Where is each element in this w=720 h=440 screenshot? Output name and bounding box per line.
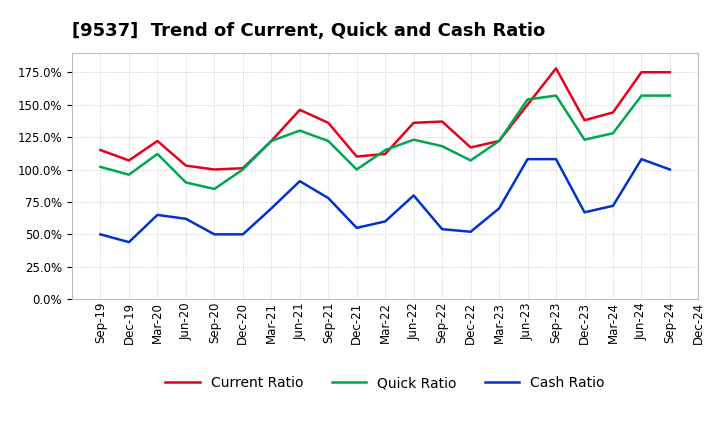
Quick Ratio xyxy=(523,97,532,102)
Cash Ratio xyxy=(438,227,446,232)
Current Ratio xyxy=(495,138,503,143)
Current Ratio xyxy=(665,70,674,75)
Quick Ratio xyxy=(125,172,133,177)
Line: Quick Ratio: Quick Ratio xyxy=(101,95,670,189)
Text: [9537]  Trend of Current, Quick and Cash Ratio: [9537] Trend of Current, Quick and Cash … xyxy=(72,22,545,40)
Quick Ratio xyxy=(153,151,162,157)
Cash Ratio xyxy=(153,212,162,217)
Quick Ratio xyxy=(608,131,617,136)
Current Ratio xyxy=(210,167,219,172)
Quick Ratio xyxy=(467,158,475,163)
Current Ratio xyxy=(637,70,646,75)
Quick Ratio xyxy=(181,180,190,185)
Quick Ratio xyxy=(295,128,304,133)
Cash Ratio xyxy=(665,167,674,172)
Cash Ratio xyxy=(96,232,105,237)
Current Ratio xyxy=(552,66,560,71)
Cash Ratio xyxy=(580,210,589,215)
Quick Ratio xyxy=(267,138,276,143)
Current Ratio xyxy=(352,154,361,159)
Quick Ratio xyxy=(637,93,646,98)
Quick Ratio xyxy=(238,167,247,172)
Cash Ratio xyxy=(352,225,361,231)
Quick Ratio xyxy=(552,93,560,98)
Cash Ratio xyxy=(410,193,418,198)
Quick Ratio xyxy=(580,137,589,142)
Cash Ratio xyxy=(608,203,617,209)
Current Ratio xyxy=(381,151,390,157)
Cash Ratio xyxy=(238,232,247,237)
Quick Ratio xyxy=(352,167,361,172)
Quick Ratio xyxy=(665,93,674,98)
Quick Ratio xyxy=(495,138,503,143)
Current Ratio xyxy=(580,117,589,123)
Current Ratio xyxy=(153,138,162,143)
Cash Ratio xyxy=(181,216,190,221)
Current Ratio xyxy=(295,107,304,113)
Quick Ratio xyxy=(210,186,219,191)
Quick Ratio xyxy=(96,164,105,169)
Quick Ratio xyxy=(410,137,418,142)
Current Ratio xyxy=(125,158,133,163)
Cash Ratio xyxy=(495,206,503,211)
Current Ratio xyxy=(467,145,475,150)
Current Ratio xyxy=(608,110,617,115)
Cash Ratio xyxy=(381,219,390,224)
Cash Ratio xyxy=(125,239,133,245)
Current Ratio xyxy=(96,147,105,153)
Current Ratio xyxy=(238,165,247,171)
Cash Ratio xyxy=(267,206,276,211)
Quick Ratio xyxy=(381,147,390,153)
Cash Ratio xyxy=(637,157,646,162)
Cash Ratio xyxy=(210,232,219,237)
Current Ratio xyxy=(181,163,190,168)
Current Ratio xyxy=(438,119,446,124)
Cash Ratio xyxy=(467,229,475,235)
Quick Ratio xyxy=(438,143,446,149)
Cash Ratio xyxy=(523,157,532,162)
Legend: Current Ratio, Quick Ratio, Cash Ratio: Current Ratio, Quick Ratio, Cash Ratio xyxy=(160,370,611,396)
Current Ratio xyxy=(267,138,276,143)
Cash Ratio xyxy=(552,157,560,162)
Quick Ratio xyxy=(324,138,333,143)
Current Ratio xyxy=(324,120,333,125)
Current Ratio xyxy=(523,102,532,107)
Cash Ratio xyxy=(324,195,333,201)
Cash Ratio xyxy=(295,179,304,184)
Line: Cash Ratio: Cash Ratio xyxy=(101,159,670,242)
Current Ratio xyxy=(410,120,418,125)
Line: Current Ratio: Current Ratio xyxy=(101,68,670,169)
